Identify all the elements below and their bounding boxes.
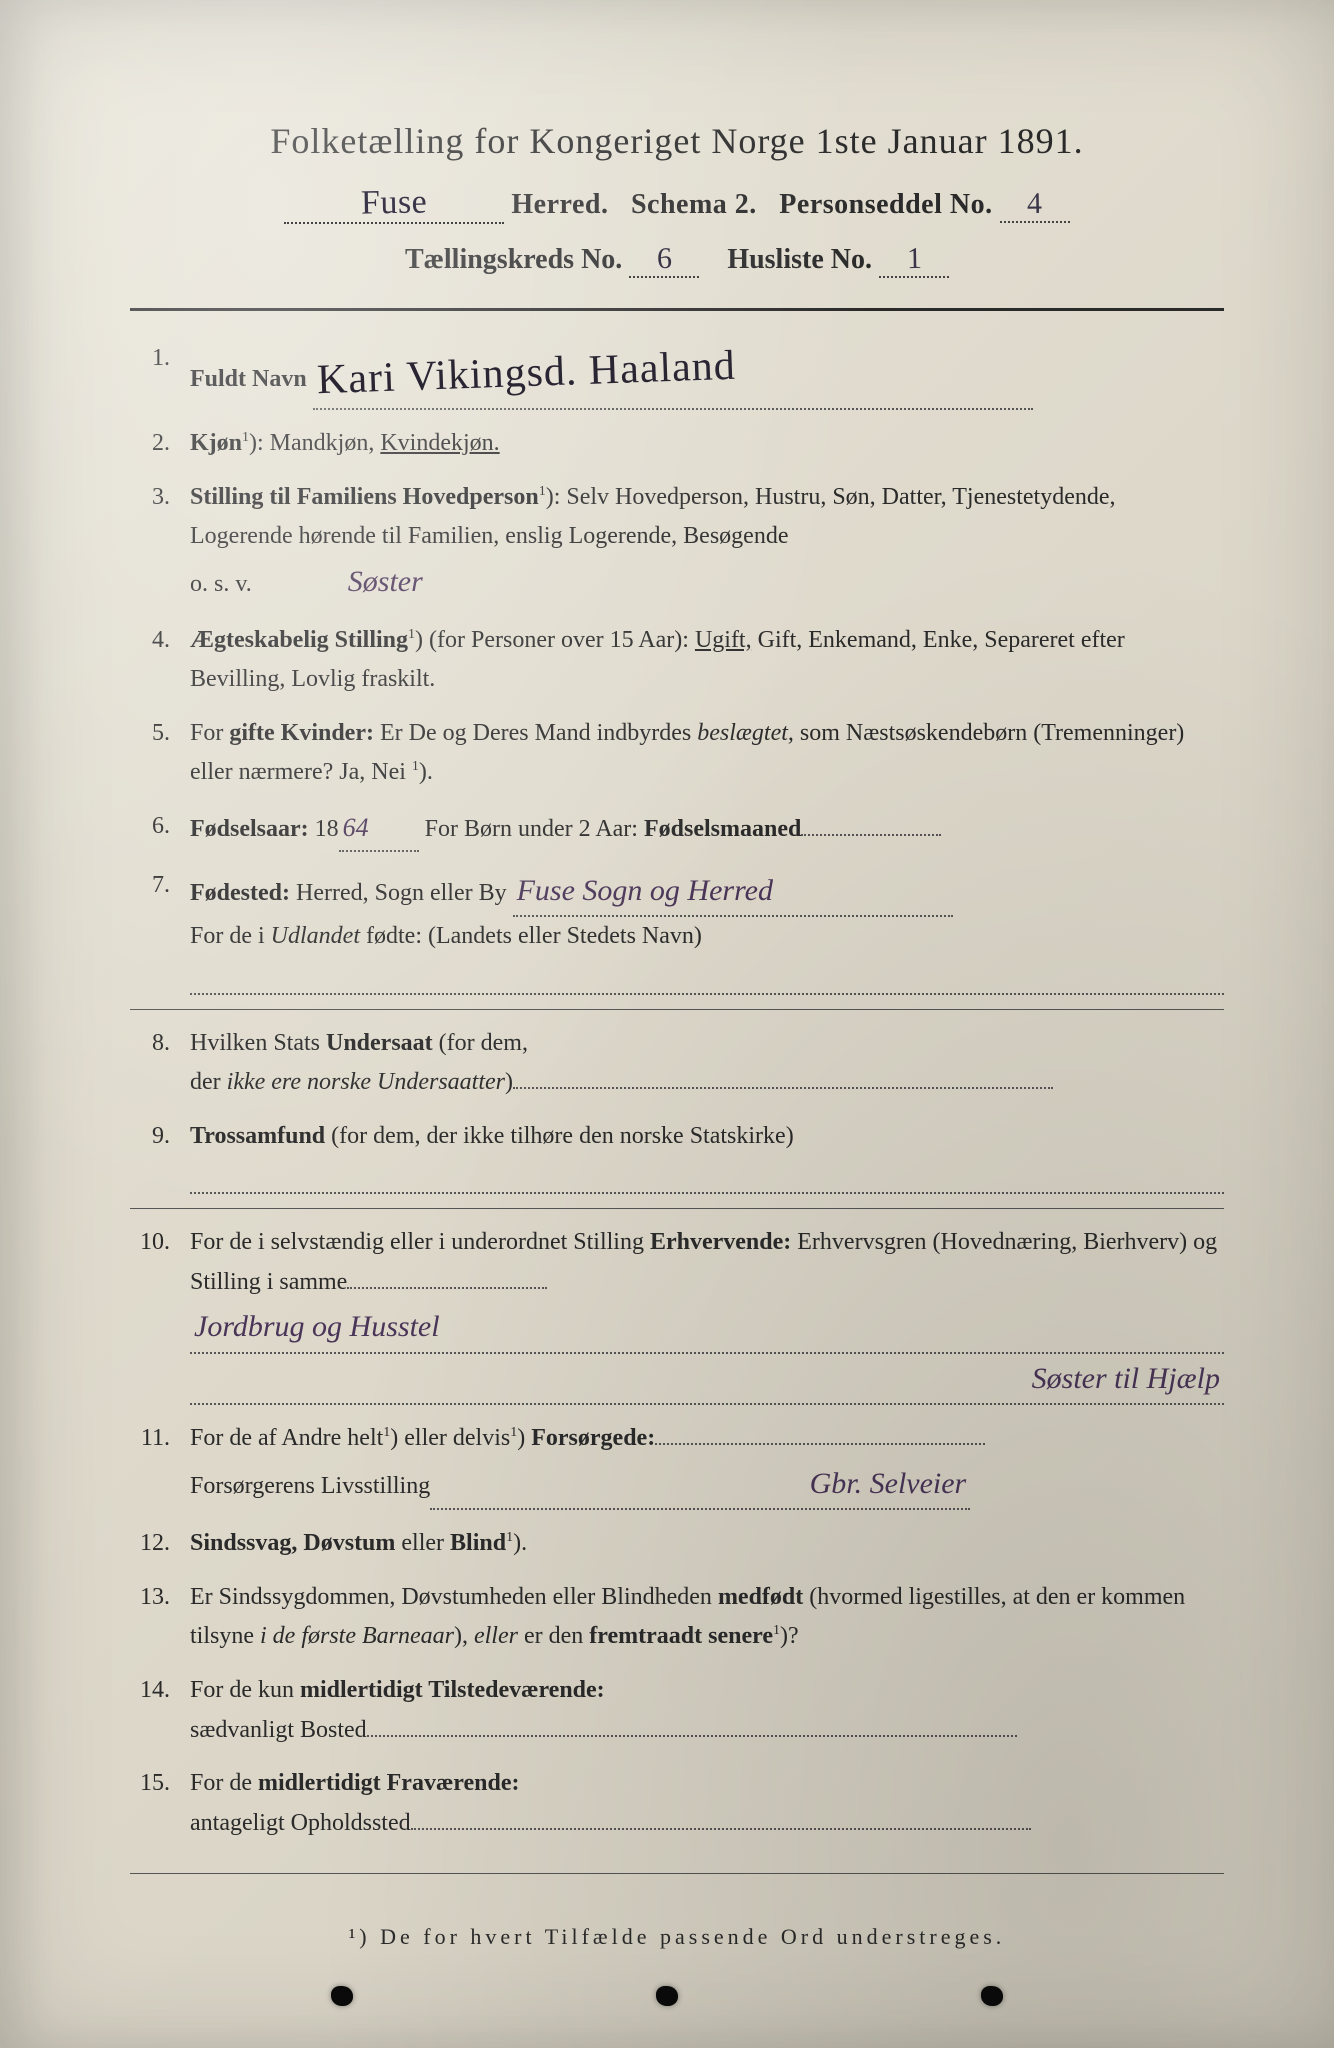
form-header: Folketælling for Kongeriget Norge 1ste J… [130,120,1224,278]
field-11: 11. For de af Andre helt1) eller delvis1… [130,1419,1224,1510]
schema-label: Schema 2. [631,189,757,220]
kreds-no: 6 [657,242,673,276]
field-num: 5. [130,714,190,754]
herred-label: Herred. [511,189,608,220]
herred-line: Fuse Herred. Schema 2. Personseddel No. … [130,184,1224,224]
field-num: 6. [130,807,190,847]
field-5: 5. For gifte Kvinder: Er De og Deres Man… [130,714,1224,793]
marital-value: Ugift, [695,627,752,653]
footnote: ¹) De for hvert Tilfælde passende Ord un… [130,1924,1224,1950]
field-label: Ægteskabelig Stilling [190,627,408,653]
kreds-line: Tællingskreds No. 6 Husliste No. 1 [130,242,1224,278]
husliste-label: Husliste No. [727,244,872,275]
husliste-no: 1 [906,242,922,276]
field-label: Sindssvag, Døvstum [190,1530,395,1556]
occupation-2: Søster til Hjælp [1032,1362,1220,1395]
field-num: 1. [130,339,190,379]
hole-icon [656,1986,678,2006]
personseddel-label: Personseddel No. [779,189,992,220]
birth-year: 64 [343,813,369,842]
field-15: 15. For de midlertidigt Fraværende: anta… [130,1764,1224,1843]
field-label: Fødested: [190,880,290,906]
field-12: 12. Sindssvag, Døvstum eller Blind1). [130,1524,1224,1564]
field-num: 3. [130,478,190,518]
full-name-value: Kari Vikingsd. Haaland [316,332,737,416]
divider-top [130,308,1224,311]
field-num: 9. [130,1117,190,1157]
census-form-page: Folketælling for Kongeriget Norge 1ste J… [0,0,1334,2048]
field-1: 1. Fuldt Navn Kari Vikingsd. Haaland [130,339,1224,410]
divider-bottom [130,1873,1224,1874]
occupation-1: Jordbrug og Husstel [194,1310,440,1343]
punch-holes [0,1986,1334,2006]
field-num: 11. [130,1419,190,1459]
hole-icon [981,1986,1003,2006]
field-6: 6. Fødselsaar: 1864 For Børn under 2 Aar… [130,807,1224,852]
personseddel-no: 4 [1027,187,1043,221]
field-num: 14. [130,1671,190,1711]
field-8: 8. Hvilken Stats Undersaat (for dem, der… [130,1024,1224,1103]
divider [130,1208,1224,1209]
field-label: Stilling til Familiens Hovedperson [190,484,539,510]
field-3: 3. Stilling til Familiens Hovedperson1):… [130,478,1224,607]
field-14: 14. For de kun midlertidigt Tilstedevære… [130,1671,1224,1750]
field-label: Kjøn [190,430,242,456]
divider [130,1009,1224,1010]
relation-value: Søster [348,565,423,598]
field-2: 2. Kjøn1): Mandkjøn, Kvindekjøn. [130,424,1224,464]
field-7: 7. Fødested: Herred, Sogn eller By Fuse … [130,866,1224,995]
field-num: 7. [130,866,190,906]
field-10: 10. For de i selvstændig eller i underor… [130,1223,1224,1405]
field-num: 13. [130,1578,190,1618]
field-num: 12. [130,1524,190,1564]
field-num: 10. [130,1223,190,1263]
field-num: 8. [130,1024,190,1064]
field-label: Fuldt Navn [190,366,307,392]
birthplace-value: Fuse Sogn og Herred [517,874,773,907]
herred-value: Fuse [360,183,427,222]
kreds-label: Tællingskreds No. [405,244,622,275]
field-9: 9. Trossamfund (for dem, der ikke tilhør… [130,1117,1224,1194]
field-4: 4. Ægteskabelig Stilling1) (for Personer… [130,621,1224,700]
field-num: 2. [130,424,190,464]
hole-icon [331,1986,353,2006]
main-title: Folketælling for Kongeriget Norge 1ste J… [130,120,1224,162]
field-13: 13. Er Sindssygdommen, Døvstumheden elle… [130,1578,1224,1657]
provider-value: Gbr. Selveier [810,1467,967,1500]
field-num: 4. [130,621,190,661]
sex-value: Kvindekjøn. [380,430,499,456]
field-num: 15. [130,1764,190,1804]
field-label: Fødselsaar: [190,816,309,842]
field-label: Trossamfund [190,1123,325,1149]
